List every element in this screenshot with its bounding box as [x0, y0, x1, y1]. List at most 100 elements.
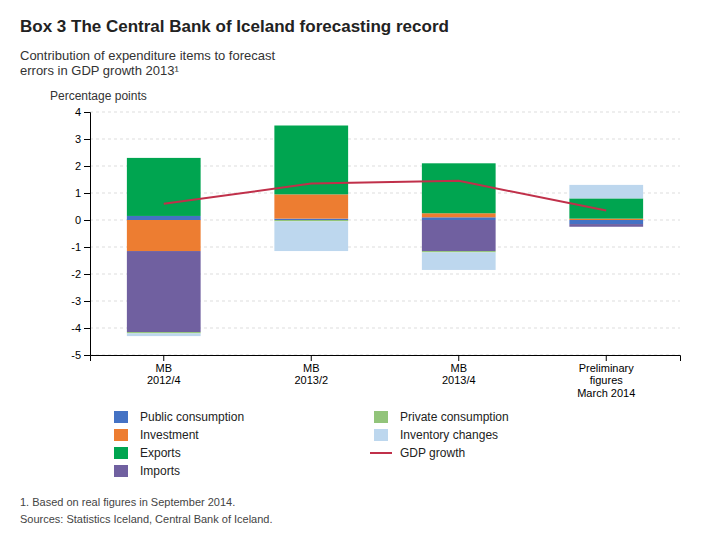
- legend-item: Investment: [114, 428, 199, 442]
- bar: [274, 194, 348, 218]
- tick: 3: [75, 133, 90, 145]
- tick-mark: [84, 301, 90, 302]
- tick-label: 3: [75, 133, 81, 145]
- legend: Public consumption Investment Exports Impor…: [114, 410, 509, 478]
- legend-swatch: [114, 465, 128, 477]
- tick: 2: [75, 160, 90, 172]
- legend-item: Inventory changes: [374, 428, 498, 442]
- footnote: Sources: Statistics Iceland, Central Ban…: [20, 513, 273, 525]
- text-line: errors in GDP growth 2013¹: [20, 63, 179, 78]
- text-line: figures: [590, 374, 624, 386]
- tick-mark: [84, 355, 90, 356]
- tick-mark: [84, 220, 90, 221]
- tick: MB2013/4: [442, 355, 476, 386]
- bar: [422, 252, 496, 270]
- legend-item: Exports: [114, 446, 181, 460]
- tick: -1: [71, 241, 90, 253]
- y-axis: -5-4-3-2-101234: [71, 106, 90, 361]
- bar: [274, 221, 348, 251]
- bar: [569, 198, 643, 218]
- bar: [569, 185, 643, 199]
- bar: [127, 251, 201, 332]
- legend-label: Exports: [140, 446, 181, 460]
- bar: [422, 213, 496, 217]
- tick: 4: [75, 106, 90, 118]
- plot-area: [127, 126, 643, 337]
- legend-item: GDP growth: [370, 446, 465, 460]
- legend-item: Public consumption: [114, 410, 244, 424]
- bar: [127, 333, 201, 336]
- tick-label: -1: [71, 241, 81, 253]
- tick-label: MB2013/4: [442, 362, 476, 387]
- text-line: 2013/4: [442, 374, 476, 386]
- legend-swatch: [114, 429, 128, 441]
- legend-swatch: [114, 447, 128, 459]
- bar: [569, 219, 643, 220]
- bar: [422, 220, 496, 251]
- text-line: MB: [451, 362, 468, 374]
- legend-label: Investment: [140, 428, 199, 442]
- tick-mark: [163, 355, 164, 361]
- legend-swatch: [374, 429, 388, 441]
- bar: [274, 220, 348, 221]
- tick: MB2013/2: [294, 355, 328, 386]
- notes: 1. Based on real figures in September 20…: [20, 496, 273, 525]
- tick-label: 0: [75, 214, 81, 226]
- legend-swatch: [370, 452, 392, 454]
- bar: [422, 251, 496, 252]
- axis-line: [91, 356, 681, 362]
- legend-label: Private consumption: [400, 410, 509, 424]
- chart: Box 3 The Central Bank of Iceland foreca…: [0, 0, 720, 540]
- tick: -2: [71, 268, 90, 280]
- y-axis-title: Percentage points: [50, 89, 147, 103]
- tick-mark: [84, 166, 90, 167]
- bar: [127, 332, 201, 333]
- title: Box 3 The Central Bank of Iceland foreca…: [20, 17, 449, 36]
- text-line: 2012/4: [147, 374, 181, 386]
- grid-line: [90, 139, 680, 140]
- chart-container: Box 3 The Central Bank of Iceland foreca…: [0, 0, 720, 540]
- text-line: Box 3 The Central Bank of Iceland foreca…: [20, 17, 449, 36]
- bar: [127, 220, 201, 251]
- x-axis: MB2012/4MB2013/2MB2013/4Preliminaryfigur…: [91, 355, 681, 399]
- tick-label: 2: [75, 160, 81, 172]
- legend-item: Private consumption: [374, 410, 509, 424]
- bar: [422, 163, 496, 213]
- legend-label: Imports: [140, 464, 180, 478]
- tick: 0: [75, 214, 90, 226]
- tick-label: MB2012/4: [147, 362, 181, 387]
- legend-label: GDP growth: [400, 446, 465, 460]
- footnote: 1. Based on real figures in September 20…: [20, 496, 235, 508]
- bar: [422, 217, 496, 220]
- tick-label: -5: [71, 349, 81, 361]
- bar: [274, 125, 348, 126]
- axis-line: [84, 113, 91, 356]
- tick-mark: [84, 274, 90, 275]
- bar: [569, 224, 643, 227]
- tick: -5: [71, 349, 90, 361]
- legend-swatch: [374, 411, 388, 423]
- legend-label: Inventory changes: [400, 428, 498, 442]
- text-line: March 2014: [577, 387, 635, 399]
- tick-mark: [311, 355, 312, 361]
- text-line: Preliminary: [579, 362, 635, 374]
- tick-mark: [84, 112, 90, 113]
- tick-label: -4: [71, 322, 81, 334]
- tick: PreliminaryfiguresMarch 2014: [577, 355, 635, 399]
- text-line: 2013/2: [294, 374, 328, 386]
- text-line: Contribution of expenditure items to for…: [20, 48, 275, 63]
- tick-mark: [84, 139, 90, 140]
- text-line: MB: [156, 362, 173, 374]
- bar: [274, 219, 348, 220]
- grid-line: [90, 112, 680, 113]
- tick-mark: [458, 355, 459, 361]
- tick-mark: [84, 328, 90, 329]
- tick-label: PreliminaryfiguresMarch 2014: [577, 362, 635, 399]
- tick-mark: [606, 355, 607, 361]
- bars: [127, 126, 643, 337]
- tick-mark: [84, 247, 90, 248]
- tick: -4: [71, 322, 90, 334]
- tick: -3: [71, 295, 90, 307]
- bar: [127, 216, 201, 220]
- subtitle: Contribution of expenditure items to for…: [20, 48, 275, 78]
